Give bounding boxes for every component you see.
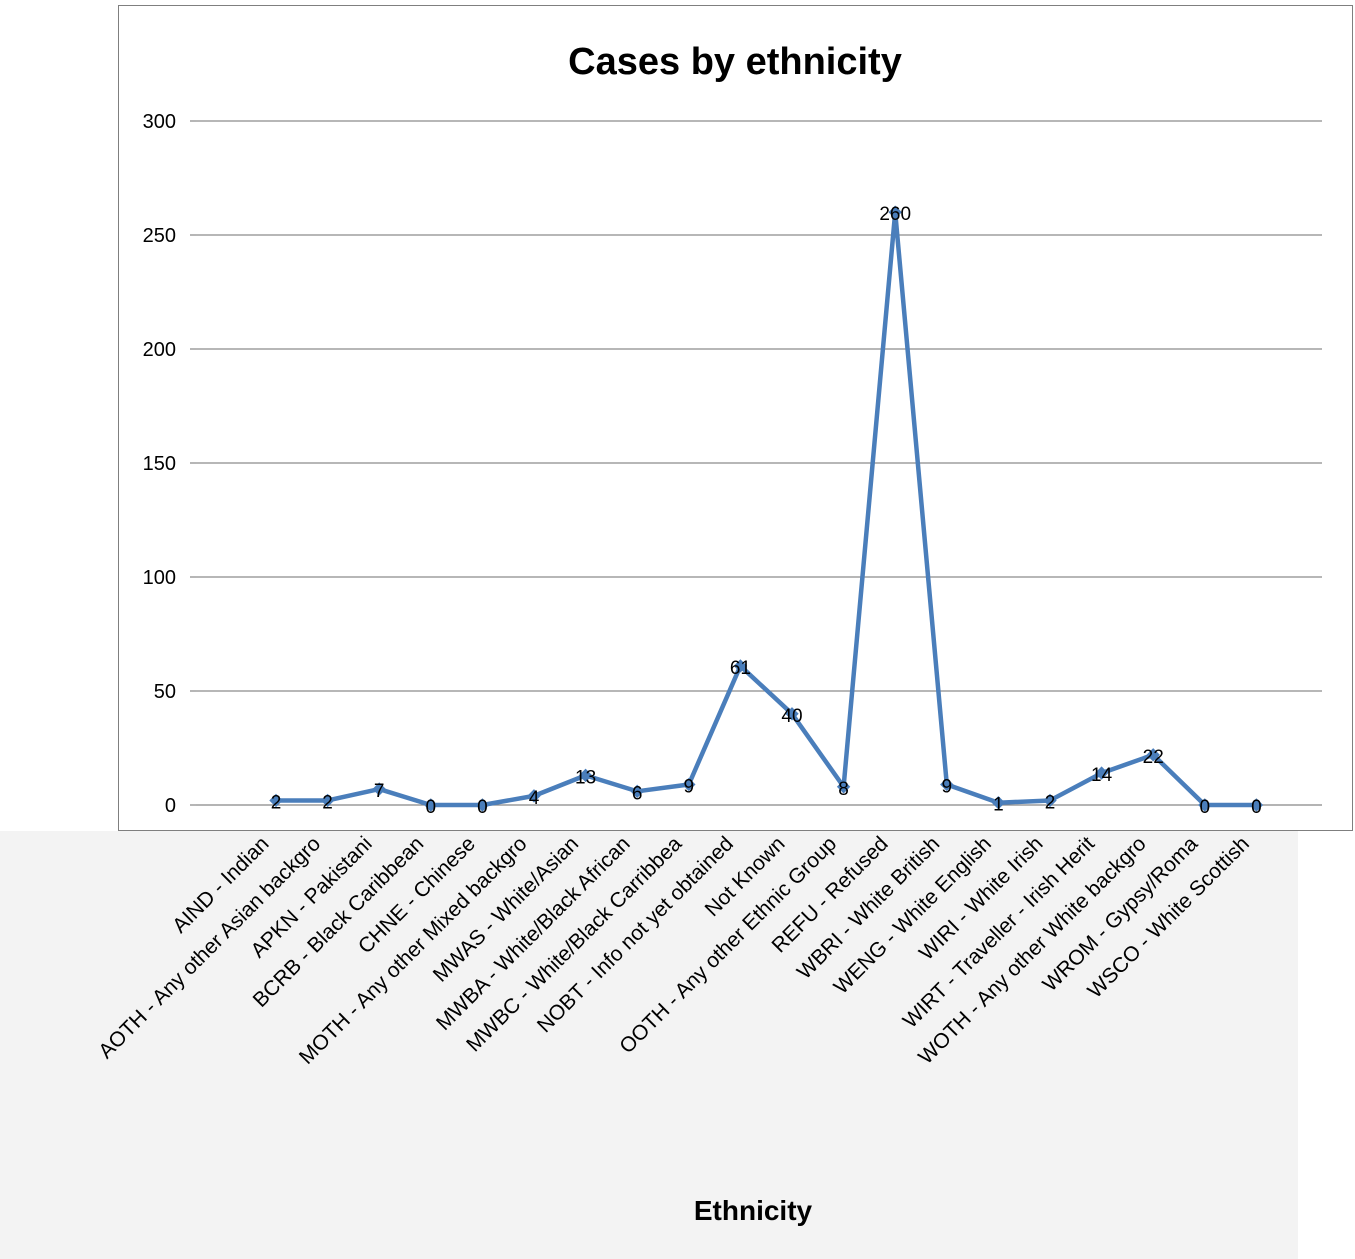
y-axis-ticks: 0 50 100 150 200 250 300: [143, 111, 176, 817]
y-tick-label: 300: [143, 111, 176, 133]
y-tick-label: 0: [165, 795, 176, 817]
data-label: 40: [781, 706, 802, 727]
data-point-marker: [785, 707, 799, 721]
data-point-marker: [991, 796, 1006, 810]
chart-frame: [118, 5, 1353, 831]
data-point-marker: [1094, 766, 1109, 780]
data-points: [269, 205, 1264, 812]
series-line: [276, 209, 1257, 808]
y-tick-label: 250: [143, 225, 176, 247]
data-label: 7: [374, 781, 385, 802]
data-label: 0: [477, 797, 488, 818]
y-tick-label: 100: [143, 567, 176, 589]
data-point-marker: [940, 777, 954, 792]
data-point-marker: [578, 768, 593, 783]
data-point-marker: [424, 798, 438, 812]
axis-label-background: [0, 831, 1298, 1259]
data-label: 61: [730, 658, 751, 679]
data-point-marker: [733, 659, 748, 673]
data-label: 1: [993, 795, 1004, 816]
data-point-marker: [888, 205, 902, 219]
y-tick-label: 200: [143, 339, 176, 361]
data-point-marker: [527, 789, 541, 803]
data-point-marker: [836, 780, 851, 794]
data-label: 9: [684, 776, 695, 797]
data-point-marker: [1146, 748, 1160, 762]
data-label: 8: [838, 779, 849, 800]
data-label: 0: [1200, 797, 1211, 818]
data-point-marker: [1249, 798, 1264, 812]
y-tick-label: 50: [154, 681, 176, 703]
data-label: 2: [1045, 792, 1056, 813]
data-label: 4: [529, 788, 540, 809]
data-label: 13: [575, 767, 596, 788]
data-label: 0: [426, 797, 437, 818]
data-label: 2: [322, 792, 333, 813]
chart-title: Cases by ethnicity: [568, 41, 902, 83]
x-axis-title: Ethnicity: [694, 1195, 813, 1226]
data-point-marker: [682, 777, 696, 792]
data-label: 14: [1091, 765, 1113, 786]
data-point-marker: [269, 793, 283, 808]
data-point-marker: [1043, 793, 1057, 808]
data-label: 22: [1143, 747, 1164, 768]
y-tick-label: 150: [143, 453, 176, 475]
x-tick-label: AOTH - Any other Asian backgro: [94, 832, 325, 1063]
data-point-marker: [475, 798, 490, 812]
data-label: 0: [1251, 797, 1262, 818]
data-label: 2: [271, 792, 282, 813]
data-point-marker: [372, 782, 386, 796]
series-polyline: [276, 209, 1257, 808]
data-point-marker: [320, 793, 335, 808]
data-point-marker: [630, 784, 644, 799]
data-label: 6: [632, 783, 643, 804]
data-point-marker: [1198, 798, 1212, 812]
data-label: 9: [942, 776, 953, 797]
gridlines: [190, 120, 1322, 806]
data-label: 260: [879, 204, 911, 225]
